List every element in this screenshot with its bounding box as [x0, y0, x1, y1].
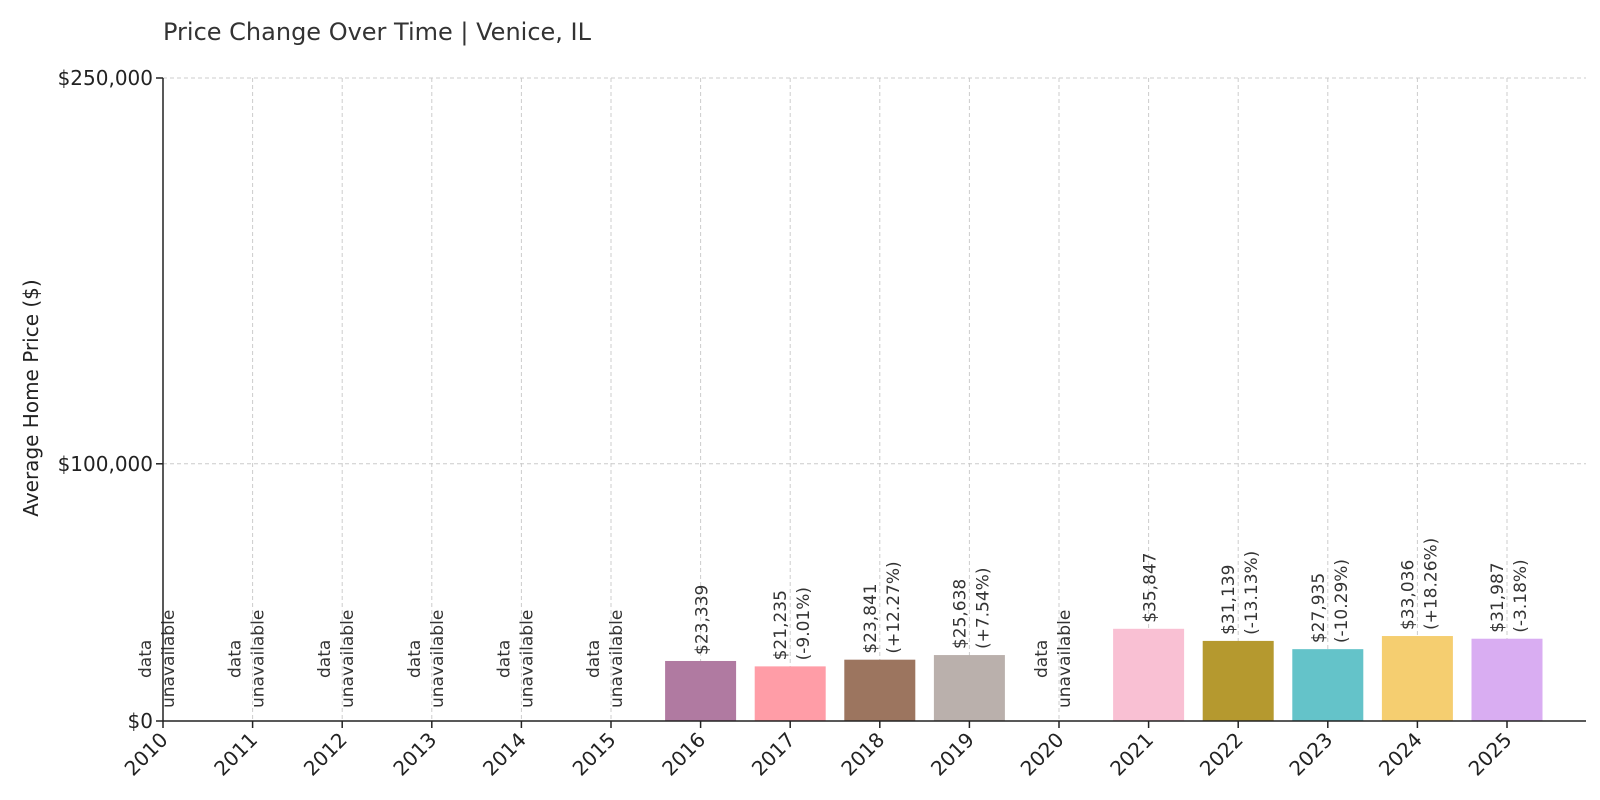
x-tick-label: 2019 [926, 728, 979, 781]
unavailable-label-line2: unavailable [159, 610, 179, 708]
bar-2017 [754, 666, 826, 721]
bar-change-label: (-10.29%) [1332, 559, 1352, 643]
unavailable-label-line2: unavailable [607, 610, 627, 708]
y-tick-label: $0 [128, 709, 153, 733]
unavailable-label-line2: unavailable [338, 610, 358, 708]
x-tick-label: 2015 [568, 728, 621, 781]
unavailable-label-line1: data [494, 640, 514, 678]
bar-change-label: (-13.13%) [1242, 551, 1262, 635]
bar-2018 [844, 659, 916, 721]
x-tick-label: 2024 [1374, 728, 1427, 781]
x-tick-label: 2011 [209, 728, 262, 781]
x-ticks: 2010 2011 2012 2013 2014 2015 2016 2017 2018 2019… [120, 721, 1517, 781]
chart-title: Price Change Over Time | Venice, IL [163, 18, 592, 46]
bar-2016 [665, 660, 737, 721]
y-ticks: $0 $100,000 $250,000 [58, 66, 163, 733]
x-tick-label: 2016 [657, 728, 710, 781]
x-tick-label: 2020 [1016, 728, 1069, 781]
x-tick-label: 2014 [478, 728, 531, 781]
unavailable-label-line1: data [226, 640, 246, 678]
x-tick-label: 2017 [747, 728, 800, 781]
bar-value-label: $23,841 [861, 583, 881, 653]
bar-value-label: $35,847 [1141, 552, 1161, 622]
unavailable-label-line1: data [315, 640, 335, 678]
bar-2019 [933, 655, 1005, 721]
x-tick-label: 2012 [299, 728, 352, 781]
unavailable-label-line2: unavailable [1055, 610, 1075, 708]
bar-value-label: $23,339 [693, 585, 713, 655]
unavailable-label-line2: unavailable [517, 610, 537, 708]
y-tick-label: $250,000 [58, 66, 153, 90]
bar-2021 [1113, 628, 1185, 721]
y-axis-label: Average Home Price ($) [19, 279, 43, 516]
bar-value-label: $21,235 [771, 590, 791, 660]
x-tick-label: 2023 [1284, 728, 1337, 781]
x-tick-label: 2022 [1195, 728, 1248, 781]
bar-value-label: $33,036 [1398, 560, 1418, 630]
bar-value-label: $31,139 [1219, 565, 1239, 635]
bars [665, 628, 1543, 721]
bar-2022 [1202, 640, 1274, 721]
bar-2024 [1381, 636, 1453, 721]
unavailable-label-line2: unavailable [249, 610, 269, 708]
unavailable-label-line2: unavailable [428, 610, 448, 708]
bar-change-label: (+18.26%) [1421, 538, 1441, 630]
bar-value-label: $25,638 [950, 579, 970, 649]
unavailable-label-line1: data [584, 640, 604, 678]
x-tick-label: 2013 [388, 728, 441, 781]
unavailable-label-line1: data [136, 640, 156, 678]
x-tick-label: 2018 [836, 728, 889, 781]
x-tick-label: 2025 [1464, 728, 1517, 781]
y-tick-label: $100,000 [58, 452, 153, 476]
bar-change-label: (-9.01%) [794, 587, 814, 660]
x-tick-label: 2010 [120, 728, 173, 781]
axes [162, 78, 1586, 722]
data-labels: $23,339 $21,235 (-9.01%) $23,841 (+12.27%) $2… [136, 538, 1531, 708]
unavailable-label-line1: data [405, 640, 425, 678]
bar-value-label: $31,987 [1488, 562, 1508, 632]
bar-value-label: $27,935 [1309, 573, 1329, 643]
bar-2023 [1292, 649, 1364, 721]
unavailable-label-line1: data [1032, 640, 1052, 678]
bar-change-label: (-3.18%) [1511, 559, 1531, 632]
bar-change-label: (+7.54%) [973, 568, 993, 650]
bar-change-label: (+12.27%) [884, 561, 904, 653]
x-tick-label: 2021 [1105, 728, 1158, 781]
bar-2025 [1471, 638, 1543, 721]
